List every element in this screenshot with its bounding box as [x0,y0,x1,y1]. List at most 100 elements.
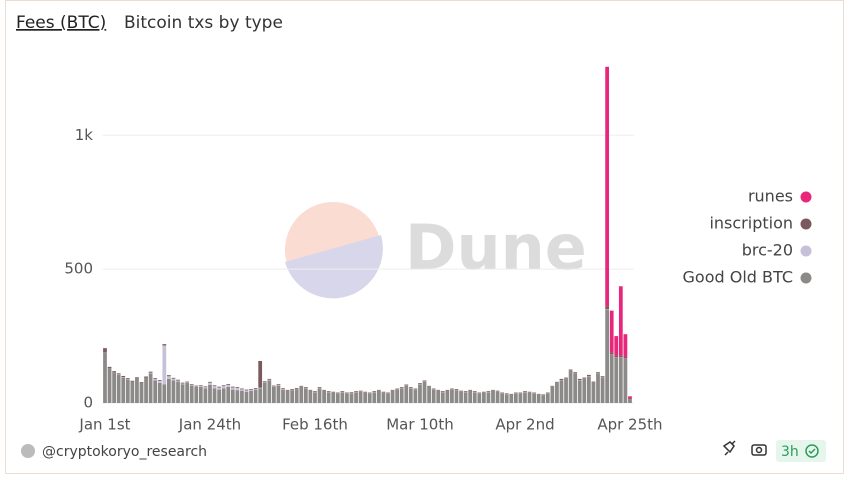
bar-segment [432,389,436,390]
bar-segment [601,376,605,377]
bar-segment [541,394,545,395]
bar-segment [217,387,221,388]
bar-segment [318,387,322,388]
legend-label: inscription [709,214,793,233]
bar-segment [172,379,176,381]
bar-segment [445,391,449,403]
bar-segment [254,388,258,389]
bar-segment [213,386,217,388]
bar-segment [560,380,564,403]
legend-swatch [801,219,812,230]
bar-segment [541,396,545,403]
bar-segment [450,390,454,403]
bar-segment [382,393,386,403]
bar-segment [624,334,628,357]
bar-segment [400,388,404,403]
bar-segment [619,357,623,403]
author[interactable]: @cryptokoryo_research [42,444,207,460]
bar-segment [614,357,618,403]
bar-segment [117,374,121,375]
bar-segment [500,393,504,394]
bar-segment [491,390,495,391]
bar-segment [455,390,459,403]
bar-segment [263,381,267,382]
bar-segment [226,387,230,403]
bar-segment [153,378,157,379]
bar-segment [528,393,532,403]
bar-segment [441,391,445,392]
bar-segment [286,391,290,403]
bar-segment [546,393,550,394]
bar-segment [249,391,253,403]
bar-segment [204,386,208,387]
bar-segment [473,391,477,392]
bar-segment [487,392,491,403]
bar-segment [258,361,262,388]
bar-segment [245,390,249,391]
bar-segment [560,379,564,380]
bar-segment [185,383,189,403]
bar-segment [309,391,313,403]
bar-segment [149,373,153,374]
bar-segment [176,382,180,403]
bar-segment [181,383,185,384]
legend-label: runes [748,187,793,206]
bar-segment [235,388,239,390]
bar-segment [592,382,596,383]
bar-segment [336,394,340,403]
x-tick-label: Jan 1st [78,416,130,434]
bar-segment [149,372,153,373]
bar-segment [395,389,399,390]
bar-segment [624,357,628,359]
bar-segment [121,377,125,378]
bar-segment [313,392,317,403]
bar-segment [117,373,121,374]
bar-segment [555,383,559,403]
bar-segment [158,383,162,403]
bar-segment [386,393,390,394]
bar-segment [582,379,586,403]
x-tick-label: Mar 10th [386,416,454,434]
bar-segment [596,374,600,403]
bar-segment [587,375,591,376]
bar-segment [130,382,134,403]
bar-segment [624,359,628,403]
bar-segment [208,383,212,385]
bar-segment [610,311,614,353]
bar-segment [121,378,125,403]
y-tick-label: 0 [83,394,93,412]
bar-segment [167,375,171,376]
legend-swatch [801,192,812,203]
bar-segment [418,383,422,384]
bar-segment [126,379,130,403]
bar-segment [135,378,139,403]
bar-segment [162,384,166,403]
bar-segment [263,382,267,383]
bar-segment [546,394,550,403]
bar-segment [258,388,262,389]
bar-segment [172,380,176,403]
bar-segment [496,391,500,392]
bar-segment [185,382,189,383]
bar-segment [377,390,381,391]
bar-segment [309,390,313,391]
bar-segment [103,352,107,403]
bar-segment [199,385,203,386]
bar-segment [217,387,221,389]
bar-segment [372,391,376,392]
bar-segment [382,392,386,393]
bar-segment [117,375,121,403]
bar-segment [153,380,157,403]
bar-segment [468,390,472,391]
bar-segment [176,381,180,382]
bar-segment [359,391,363,392]
chart-title[interactable]: Fees (BTC) [16,13,106,33]
bar-segment [222,388,226,403]
bar-segment [199,386,203,387]
bar-segment [254,390,258,403]
bar-segment [573,374,577,403]
bar-segment [149,374,153,403]
bar-segment [482,392,486,393]
bar-segment [605,67,609,307]
bar-segment [295,389,299,403]
